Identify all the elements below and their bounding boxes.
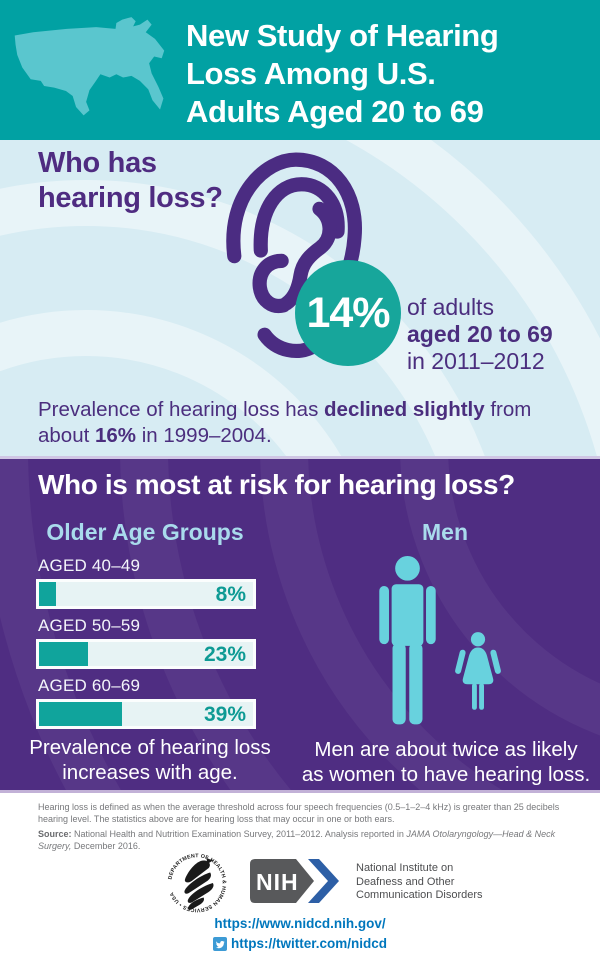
female-figure-icon bbox=[455, 632, 501, 710]
risk-heading: Who is most at risk for hearing loss? bbox=[38, 469, 515, 500]
website-link-row: https://www.nidcd.nih.gov/ bbox=[0, 916, 600, 931]
male-figure-icon bbox=[379, 555, 436, 725]
note-bold: 16% bbox=[95, 424, 137, 447]
website-link[interactable]: https://www.nidcd.nih.gov/ bbox=[214, 916, 386, 931]
twitter-link[interactable]: https://twitter.com/nidcd bbox=[230, 936, 387, 951]
twitter-icon bbox=[212, 936, 227, 951]
header-banner: New Study of Hearing Loss Among U.S. Adu… bbox=[0, 0, 600, 140]
who-has-heading: Who has hearing loss? bbox=[38, 147, 223, 214]
note-text: Prevalence of hearing loss has bbox=[38, 398, 325, 421]
age-bar-track: 39% bbox=[36, 699, 256, 729]
definition-text: Hearing loss is defined as when the aver… bbox=[38, 802, 560, 824]
age-groups-subheading: Older Age Groups bbox=[46, 519, 244, 545]
stat-value: 14% bbox=[306, 288, 390, 337]
age-bar-row: AGED 50–59 23% bbox=[36, 616, 256, 669]
institute-name: National Institute on Deafness and Other… bbox=[356, 862, 483, 901]
note-bold: declined slightly bbox=[324, 398, 485, 421]
source-body: National Health and Nutrition Examinatio… bbox=[71, 829, 407, 839]
men-caption: Men are about twice as likely as women t… bbox=[301, 738, 591, 786]
men-subheading: Men bbox=[422, 519, 468, 545]
hhs-seal-logo: DEPARTMENT OF HEALTH & HUMAN SERVICES • … bbox=[167, 853, 226, 913]
stat-line-1: of adults bbox=[407, 294, 494, 320]
age-bar-value: 39% bbox=[203, 703, 246, 726]
source-label: Source: bbox=[38, 829, 72, 839]
stat-line-3: in 2011–2012 bbox=[407, 348, 545, 374]
note-text: in 1999–2004. bbox=[136, 424, 272, 447]
note-text: from about bbox=[38, 398, 532, 447]
source-journal: JAMA Otolaryngology—Head & Neck Surgery, bbox=[38, 829, 556, 851]
age-bar-fill bbox=[39, 642, 89, 666]
stat-line-2: aged 20 to 69 bbox=[407, 321, 553, 347]
age-bar-row: AGED 60–69 39% bbox=[36, 676, 256, 729]
twitter-link-row: https://twitter.com/nidcd bbox=[0, 936, 600, 951]
age-bar-value: 23% bbox=[203, 643, 246, 666]
age-bar-row: AGED 40–49 8% bbox=[36, 556, 256, 609]
age-bar-track: 23% bbox=[36, 639, 256, 669]
age-bar-label: AGED 50–59 bbox=[38, 616, 141, 635]
nih-logo: NIH bbox=[250, 859, 339, 903]
nih-acronym: NIH bbox=[256, 869, 299, 895]
prevalence-note: Prevalence of hearing loss has declined … bbox=[38, 397, 573, 449]
age-bar-fill bbox=[39, 702, 123, 726]
footer: Hearing loss is defined as when the aver… bbox=[0, 793, 600, 960]
age-bar-value: 8% bbox=[215, 583, 246, 606]
stat-description: of adults aged 20 to 69 in 2011–2012 bbox=[407, 294, 553, 375]
source-date: December 2016. bbox=[71, 840, 141, 851]
most-at-risk-section: Who is most at risk for hearing loss? Ol… bbox=[0, 456, 600, 793]
age-caption: Prevalence of hearing loss increases wit… bbox=[29, 736, 271, 784]
us-map-icon bbox=[14, 17, 165, 116]
age-bar-fill bbox=[39, 582, 57, 606]
age-bar-label: AGED 60–69 bbox=[38, 676, 141, 695]
page-title: New Study of Hearing Loss Among U.S. Adu… bbox=[186, 18, 499, 129]
hhs-eagle-icon bbox=[184, 857, 214, 910]
age-bar-track: 8% bbox=[36, 579, 256, 609]
source-text: Source: National Health and Nutrition Ex… bbox=[38, 829, 568, 852]
who-has-hearing-loss-section: Who has hearing loss? 14% of adults aged… bbox=[0, 140, 600, 456]
stat-circle: 14% bbox=[295, 260, 401, 366]
age-bar-chart: AGED 40–49 8% AGED 50–59 23% AGED 60–69 … bbox=[36, 556, 256, 736]
age-bar-label: AGED 40–49 bbox=[38, 556, 141, 575]
